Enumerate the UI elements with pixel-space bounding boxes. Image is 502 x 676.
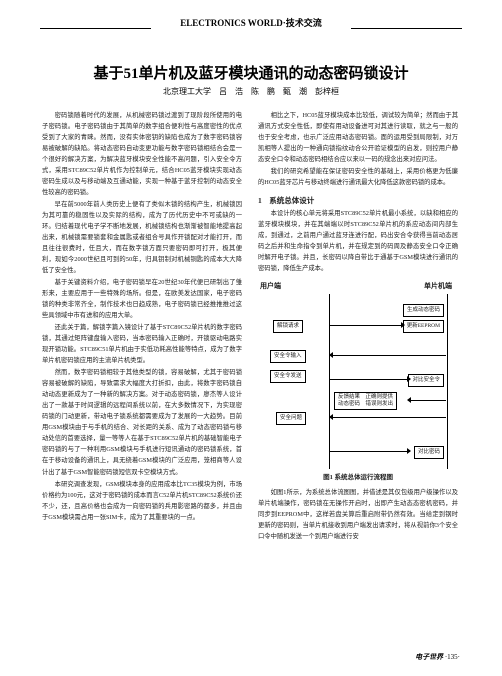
section-name: ·技术交流 — [283, 18, 322, 28]
para: 如图1所示，为系统总体流图图，并借述是其仅包级用户级操作以及单片机端操作，密码锁… — [258, 487, 458, 542]
para: 本设计的核心单元将采用STC89C52单片机最小系统，以缺和相应的蓝牙模块模块，… — [258, 208, 458, 274]
feedback-line2: 动态密码 错误则发出 — [338, 401, 393, 408]
footer-journal: 电子世界 — [415, 653, 443, 661]
mcu-lifeline — [447, 294, 448, 469]
article-title: 基于51单片机及蓝牙模块通讯的动态密码锁设计 — [0, 62, 502, 83]
flow-box-feedback: 反馈结果 正确则提供 动态密码 错误则发出 — [334, 392, 397, 410]
right-column: 相比之下，HC05蓝牙模块成本比较低，调试较为简单；然而由于其通讯方式安全性低，… — [258, 110, 458, 543]
para: 我们的研究希望能在保证密码安全性的基础上，采用价格更为低廉的HC05蓝牙芯片与移… — [258, 166, 458, 188]
flow-box: 对比密码 — [414, 446, 444, 460]
flow-box: 对比安全令 — [408, 374, 444, 388]
arrow — [330, 355, 446, 356]
mcu-side-label: 单片机端 — [424, 280, 452, 292]
figure-left-lane: 解锁请求 安全令输入 安全令发送 安全问题 — [258, 294, 330, 469]
user-side-label: 用户端 — [260, 280, 281, 292]
para: 密码锁随着时代的发展，从机械密码锁过渡到了现阶段所使用的电子密码锁。电子密码锁由… — [42, 110, 242, 198]
figure-body: 解锁请求 安全令输入 安全令发送 安全问题 生成动态密码 更新EEPROM 对比… — [258, 294, 458, 469]
figure-1: 用户端 单片机端 解锁请求 安全令输入 安全令发送 安全问题 生成动态密码 更新… — [258, 280, 458, 483]
figure-caption: 图1 系统总体运行流程图 — [258, 472, 458, 483]
figure-right-lane: 生成动态密码 更新EEPROM 对比安全令 对比密码 反馈结果 正确则提供 动态… — [330, 294, 458, 469]
flow-box: 更新EEPROM — [403, 320, 444, 334]
footer-page: ·135· — [445, 653, 460, 661]
article-authors: 北京理工大学 吕 浩 陈 鹏 甄 潮 彭梓桓 — [0, 86, 502, 97]
para: 本研究调查发现，GSM模块本身的应用成本比TC35模块为例，市场价格约为100元… — [42, 479, 242, 523]
para: 还此关于篇，解锁字篇入镜设计了基于STC89C52单片机的数字密码锁，其通过矩阵… — [42, 322, 242, 366]
left-column: 密码锁随着时代的发展，从机械密码锁过渡到了现阶段所使用的电子密码锁。电子密码锁由… — [42, 110, 242, 524]
flow-box: 解锁请求 — [273, 320, 303, 334]
flow-box: 安全令输入 — [270, 350, 306, 364]
para: 相比之下，HC05蓝牙模块成本比较低，调试较为简单；然而由于其通讯方式安全性低，… — [258, 110, 458, 165]
flow-box: 生成动态密码 — [403, 304, 444, 318]
para: 基于关键资料介绍，电子密码锁早在20世纪30年代便已研制出了雏形来，主要应用于一… — [42, 277, 242, 321]
flow-box: 安全令发送 — [270, 370, 306, 384]
arrow — [330, 451, 410, 452]
page-footer: 电子世界 ·135· — [415, 652, 460, 662]
arrow — [330, 417, 446, 418]
section-heading: 1 系统总体设计 — [258, 194, 458, 207]
arrow — [408, 400, 446, 401]
para: 早在前5000年前人类历史上便有了类似木锁的结构产生，机械锁因为其可靠的稳固性以… — [42, 199, 242, 276]
journal-name: ELECTRONICS WORLD — [180, 18, 283, 28]
feedback-line1: 反馈结果 正确则提供 — [338, 394, 393, 401]
para: 然而，数字密码锁相较于其他类型的锁，容易破解，尤其于密码锁容易被破解的缺陷，导致… — [42, 367, 242, 477]
flow-box: 安全问题 — [276, 412, 306, 426]
page-header: ELECTRONICS WORLD·技术交流 — [151, 16, 351, 29]
arrow — [330, 325, 404, 326]
arrow — [330, 379, 410, 380]
figure-header: 用户端 单片机端 — [258, 280, 458, 293]
